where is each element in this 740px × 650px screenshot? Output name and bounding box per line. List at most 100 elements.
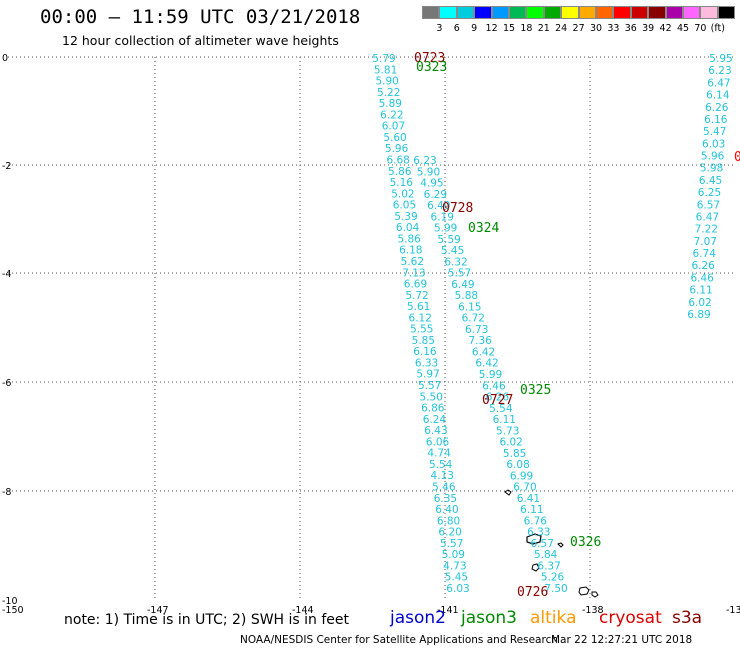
swh-value: 6.35 bbox=[434, 493, 457, 505]
chart-subtitle: 12 hour collection of altimeter wave hei… bbox=[62, 33, 339, 48]
land-features bbox=[504, 489, 599, 598]
swh-value: 6.05 bbox=[393, 200, 416, 212]
y-tick-label: -2 bbox=[2, 161, 11, 172]
swh-value: 5.55 bbox=[410, 324, 433, 336]
color-scale-label: 3 bbox=[436, 23, 443, 34]
color-swatch bbox=[578, 6, 596, 19]
color-scale-label: 21 bbox=[537, 23, 550, 34]
color-swatch bbox=[613, 6, 631, 19]
swh-value: 6.69 bbox=[404, 279, 427, 291]
swh-value: 6.42 bbox=[472, 346, 495, 358]
swh-value: 6.68 bbox=[386, 154, 409, 166]
swh-value: 5.47 bbox=[703, 126, 726, 138]
swh-value: 5.61 bbox=[407, 301, 430, 313]
color-scale-label: 27 bbox=[572, 23, 585, 34]
swh-value: 5.85 bbox=[412, 335, 435, 347]
axis-tick-labels: -150 -147 -144 -141 -138 -13 0 -2 -4 -6 -8 -10 bbox=[2, 53, 740, 616]
swh-value: 6.45 bbox=[699, 175, 722, 187]
y-tick-label: -8 bbox=[2, 487, 11, 498]
swh-value: 7.07 bbox=[694, 236, 717, 248]
swh-value: 5.59 bbox=[437, 234, 460, 246]
swh-value: 5.73 bbox=[496, 425, 519, 437]
color-scale-label: 12 bbox=[485, 23, 498, 34]
pass-time-label: 0326 bbox=[570, 535, 601, 550]
swh-value: 5.72 bbox=[405, 290, 428, 302]
swh-value: 6.16 bbox=[704, 114, 728, 126]
pass-time-label: 0728 bbox=[442, 201, 473, 216]
swh-value: 6.24 bbox=[423, 414, 447, 426]
color-swatch bbox=[683, 6, 701, 19]
swh-value: 6.33 bbox=[527, 527, 550, 539]
color-swatch bbox=[456, 6, 475, 19]
pass-time-label: 0727 bbox=[482, 393, 513, 408]
swh-value: 6.57 bbox=[697, 199, 720, 211]
color-scale-label: 42 bbox=[659, 23, 672, 34]
swh-value: 6.46 bbox=[690, 272, 714, 284]
swh-value: 5.79 bbox=[372, 53, 395, 65]
swh-value: 7.13 bbox=[402, 267, 425, 279]
swh-value: 5.02 bbox=[391, 188, 414, 200]
swh-value: 5.09 bbox=[442, 549, 465, 561]
island-shape bbox=[526, 533, 542, 545]
swh-value: 5.85 bbox=[503, 448, 526, 460]
swh-value: 5.95 bbox=[709, 53, 732, 65]
map-grid bbox=[8, 56, 736, 600]
swh-value: 6.73 bbox=[465, 324, 488, 336]
swh-value: 5.57 bbox=[440, 538, 463, 550]
color-swatch bbox=[717, 6, 736, 19]
swh-value: 5.97 bbox=[416, 369, 439, 381]
swh-value: 6.23 bbox=[413, 155, 436, 167]
color-scale-label: 36 bbox=[624, 23, 637, 34]
color-swatch bbox=[630, 6, 649, 19]
swh-value: 5.54 bbox=[489, 403, 513, 415]
color-swatch bbox=[422, 6, 440, 19]
pass-time-label: 0726 bbox=[517, 585, 548, 600]
swh-value: 6.86 bbox=[421, 403, 445, 415]
swh-value: 5.26 bbox=[541, 572, 565, 584]
swh-value: 6.12 bbox=[409, 312, 432, 324]
swh-value: 6.76 bbox=[524, 515, 548, 527]
color-scale-label: 30 bbox=[589, 23, 603, 34]
swh-value: 6.16 bbox=[413, 346, 437, 358]
swh-value: 4.74 bbox=[427, 448, 451, 460]
swh-value: 6.89 bbox=[687, 309, 710, 321]
swh-value: 6.43 bbox=[424, 425, 447, 437]
color-swatch bbox=[526, 6, 544, 19]
swh-value: 5.89 bbox=[379, 98, 402, 110]
color-scale-label: 70 bbox=[694, 23, 707, 34]
x-tick-label: -144 bbox=[292, 605, 314, 616]
swh-value: 6.07 bbox=[382, 121, 405, 133]
swh-value: 6.26 bbox=[486, 392, 510, 404]
x-tick-label: -150 bbox=[2, 605, 24, 616]
swh-value: 5.62 bbox=[401, 256, 424, 268]
color-scale-label: (ft) bbox=[710, 23, 725, 34]
swh-value: 5.86 bbox=[397, 233, 421, 245]
x-tick-label: -141 bbox=[437, 605, 459, 616]
swh-value: 6.49 bbox=[451, 279, 474, 291]
swh-value: 6.74 bbox=[693, 248, 717, 260]
swh-value: 7.36 bbox=[468, 335, 492, 347]
y-tick-label: 0 bbox=[2, 53, 8, 64]
color-scale-label: 15 bbox=[502, 23, 516, 34]
color-swatch bbox=[474, 6, 492, 19]
color-swatch bbox=[543, 6, 562, 19]
swh-value: 4.95 bbox=[420, 178, 443, 190]
color-swatch bbox=[665, 6, 683, 19]
x-tick-label: -138 bbox=[582, 605, 604, 616]
swh-value: 6.40 bbox=[427, 200, 450, 212]
swh-value: 6.29 bbox=[424, 189, 447, 201]
satellite-cryosat: cryosat bbox=[599, 608, 662, 628]
swh-value: 6.37 bbox=[537, 560, 560, 572]
swh-value: 6.15 bbox=[458, 301, 481, 313]
satellite-tracks: 5.795.815.905.225.896.226.075.605.966.68… bbox=[372, 51, 740, 600]
swh-value: 6.80 bbox=[437, 515, 460, 527]
color-swatch bbox=[561, 6, 579, 19]
swh-value: 5.54 bbox=[429, 459, 453, 471]
satellite-s3a: s3a bbox=[672, 608, 703, 628]
swh-value: 6.42 bbox=[475, 358, 498, 370]
swh-value: 6.26 bbox=[691, 260, 715, 272]
swh-value: 5.16 bbox=[390, 177, 414, 189]
color-scale-label: 9 bbox=[471, 23, 478, 34]
swh-value: 5.45 bbox=[441, 245, 464, 257]
swh-value: 6.46 bbox=[482, 380, 506, 392]
